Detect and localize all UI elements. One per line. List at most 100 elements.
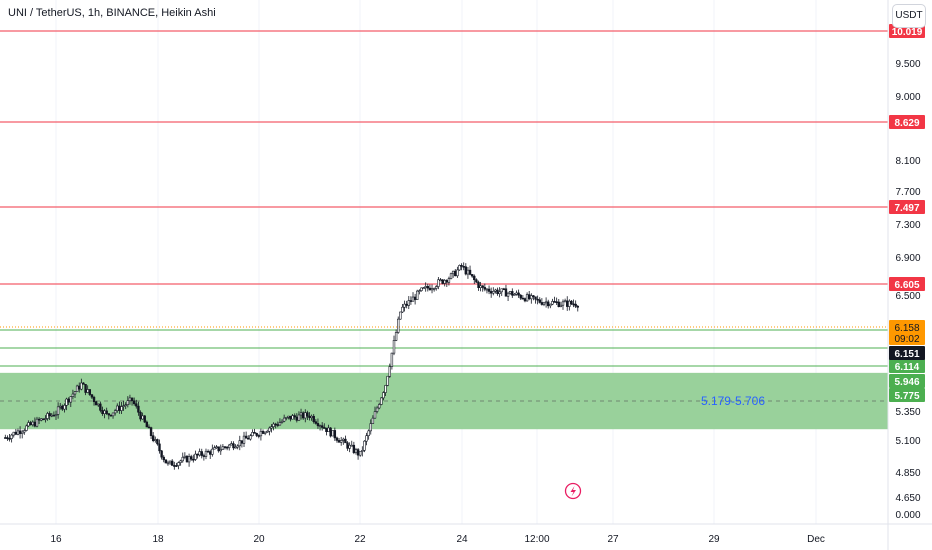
candle-body xyxy=(71,393,75,397)
candle-body xyxy=(473,275,476,281)
candle-body xyxy=(84,384,87,393)
candle-body xyxy=(278,422,282,426)
candle-body xyxy=(113,410,117,414)
candle-body xyxy=(12,431,15,436)
candle-body xyxy=(192,458,195,461)
candle-body xyxy=(356,449,360,456)
candle-body xyxy=(297,414,301,421)
candle-body xyxy=(59,405,62,408)
candle-body xyxy=(293,415,296,418)
candle-body xyxy=(301,412,305,419)
candle-body xyxy=(120,406,123,411)
candle-body xyxy=(109,414,113,417)
candle-body xyxy=(428,287,432,291)
y-tick-label: 7.700 xyxy=(895,187,920,198)
candle-body xyxy=(521,297,525,300)
candle-body xyxy=(56,406,60,415)
candle-body xyxy=(183,455,187,458)
candle-body xyxy=(268,427,271,432)
candle-body xyxy=(219,449,222,452)
candle-body xyxy=(437,279,440,287)
candle-body xyxy=(392,340,396,354)
candle-body xyxy=(137,405,140,413)
candle-body xyxy=(249,435,252,440)
candle-body xyxy=(489,291,493,294)
resistance-tag-bg xyxy=(889,115,925,129)
candle-body xyxy=(502,288,506,291)
candle-body xyxy=(228,444,231,448)
candle-body xyxy=(128,397,132,401)
price-tags: 10.019 8.629 7.497 6.605 6.114 5.946 5.775 6.15… xyxy=(889,24,925,402)
candle-body xyxy=(215,446,218,449)
candle-body xyxy=(261,430,265,434)
candle-body xyxy=(31,421,34,426)
price-axis[interactable]: 9.500 9.000 8.100 7.700 7.300 6.900 6.500 5.350… xyxy=(887,0,932,550)
candle-body xyxy=(532,295,535,298)
lightning-icon[interactable] xyxy=(564,482,582,500)
candle-body xyxy=(154,439,157,441)
resistance-tag: 10.019 xyxy=(892,27,923,38)
candle-body xyxy=(132,400,136,405)
candle-body xyxy=(470,274,474,277)
candle-body xyxy=(8,438,11,440)
candle-body xyxy=(432,288,436,290)
currency-button[interactable]: USDT xyxy=(892,4,926,28)
candle-body xyxy=(37,418,41,421)
grid xyxy=(55,0,817,524)
candle-body xyxy=(143,415,146,423)
candle-body xyxy=(135,403,138,407)
candle-body xyxy=(348,444,351,449)
y-tick-label: 9.000 xyxy=(895,92,920,103)
candle-body xyxy=(14,431,18,435)
candle-body xyxy=(230,443,233,446)
candle-body xyxy=(388,366,391,377)
candle-body xyxy=(310,415,313,418)
candle-body xyxy=(141,415,144,420)
candle-body xyxy=(175,465,178,467)
candle-body xyxy=(69,396,72,403)
candle-body xyxy=(397,318,400,333)
candle-body xyxy=(272,423,275,427)
candle-body xyxy=(65,398,68,406)
candle-body xyxy=(544,301,548,304)
candle-body xyxy=(534,296,537,300)
candle-body xyxy=(274,423,277,426)
x-tick-label: 12:00 xyxy=(524,534,549,545)
candle-body xyxy=(485,288,489,291)
candle-body xyxy=(380,397,383,405)
y-tick-label: 0.000 xyxy=(895,510,920,521)
candle-body xyxy=(170,460,174,466)
candle-body xyxy=(147,426,151,429)
candle-body xyxy=(312,415,315,422)
candle-body xyxy=(363,440,366,451)
candle-body xyxy=(94,401,98,406)
last-price-tag: 6.158 xyxy=(894,323,919,334)
time-axis[interactable]: 16 18 20 22 24 12:00 27 29 Dec xyxy=(0,523,932,545)
candle-body xyxy=(418,290,421,292)
candle-body xyxy=(73,391,77,395)
candle-body xyxy=(118,405,121,411)
candle-body xyxy=(561,301,565,306)
candle-body xyxy=(342,438,345,441)
level-lines xyxy=(0,30,888,367)
candle-body xyxy=(494,289,497,292)
candle-body xyxy=(568,300,571,307)
candle-body xyxy=(369,423,372,432)
candle-body xyxy=(232,443,235,449)
y-tick-label: 9.500 xyxy=(895,59,920,70)
candle-body xyxy=(354,449,358,453)
candle-body xyxy=(538,299,541,303)
candle-body xyxy=(88,389,92,395)
candle-body xyxy=(105,410,108,414)
candle-body xyxy=(194,453,197,460)
candle-body xyxy=(217,446,220,452)
candle-body xyxy=(515,292,518,295)
y-tick-label: 4.650 xyxy=(895,493,920,504)
candle-body xyxy=(16,430,20,435)
candle-body xyxy=(555,301,558,304)
candle-body xyxy=(346,442,349,449)
candle-body xyxy=(33,421,37,427)
candle-body xyxy=(139,411,142,420)
candle-body xyxy=(266,431,269,433)
